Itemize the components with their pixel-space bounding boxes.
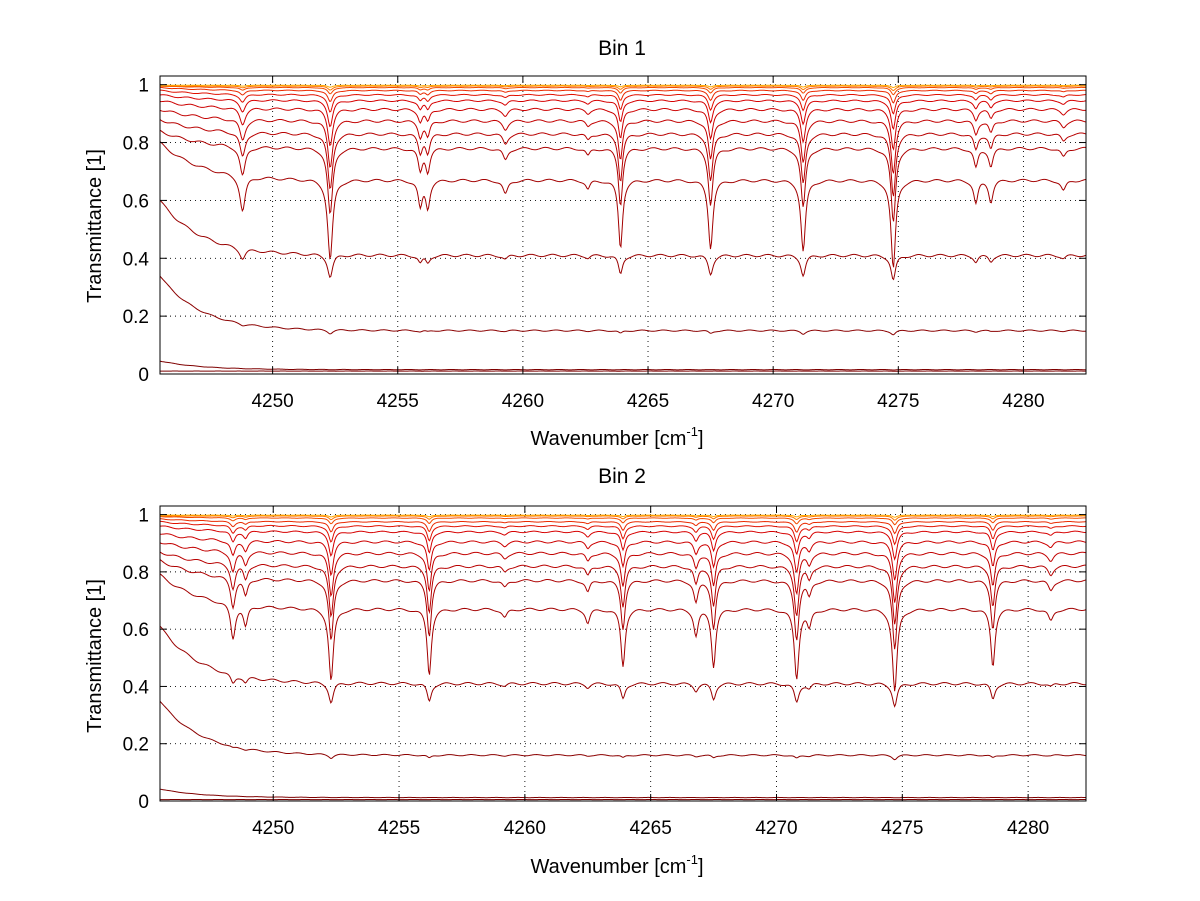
series-line-14	[159, 85, 1087, 92]
series-line-10	[159, 525, 1087, 561]
series-line-10	[159, 94, 1087, 130]
y-tick-label: 0	[138, 365, 149, 386]
y-tick-label: 1	[138, 76, 149, 97]
y-tick-label: 0.6	[123, 620, 149, 641]
y-tick-label: 1	[138, 506, 149, 527]
series-line-7	[159, 551, 1087, 625]
series-line-9	[159, 100, 1087, 151]
x-axis-label: Wavenumber [cm-1]	[530, 424, 703, 450]
y-tick-label: 0.4	[123, 249, 150, 270]
series-line-9	[159, 533, 1087, 581]
series-line-6	[159, 129, 1087, 222]
series-line-2	[159, 360, 1087, 371]
ticks: 4250 4255 4260 4265 4270 4275 4280 0 0.2 0.4 0.6 0.…	[123, 506, 1086, 839]
axes-box	[159, 505, 1087, 802]
x-tick-label: 4260	[502, 391, 544, 412]
x-axis-label-end: ]	[698, 428, 704, 450]
x-tick-label: 4255	[378, 818, 420, 839]
panel-bin-1: Bin 1 Transmittance [1] Wavenumber [cm-1…	[84, 37, 1087, 450]
series-line-14	[159, 515, 1087, 521]
x-tick-label: 4275	[877, 391, 919, 412]
panel-title: Bin 2	[598, 465, 646, 488]
y-tick-label: 0	[138, 792, 149, 813]
x-axis-label-superscript: -1	[686, 852, 698, 867]
y-tick-label: 0.2	[123, 307, 149, 328]
series-line-12	[159, 518, 1087, 535]
series-line-15	[160, 84, 1086, 88]
x-axis-label-end: ]	[698, 856, 704, 878]
x-tick-label: 4250	[252, 818, 294, 839]
y-tick-label: 0.4	[123, 677, 150, 698]
y-tick-label: 0.2	[123, 735, 149, 756]
x-tick-label: 4275	[881, 818, 923, 839]
x-tick-label: 4270	[755, 818, 797, 839]
series-line-4	[159, 625, 1087, 708]
series-line-13	[159, 516, 1087, 526]
panel-bin-2: Bin 2 Transmittance [1] Wavenumber [cm-1…	[84, 465, 1087, 878]
x-tick-label: 4270	[752, 391, 794, 412]
y-tick-label: 0.8	[123, 134, 149, 155]
series-group	[159, 514, 1087, 801]
x-tick-label: 4260	[504, 818, 546, 839]
series-line-15	[159, 514, 1087, 518]
series-line-6	[159, 559, 1087, 650]
x-tick-label: 4265	[627, 391, 669, 412]
series-line-11	[159, 89, 1087, 115]
series-line-8	[159, 542, 1087, 603]
x-tick-label: 4265	[630, 818, 672, 839]
x-tick-label: 4280	[1007, 818, 1049, 839]
series-line-7	[159, 119, 1087, 197]
series-group	[159, 84, 1087, 372]
series-line-2	[159, 788, 1087, 799]
y-axis-label: Transmittance [1]	[84, 149, 106, 303]
series-line-5	[159, 573, 1087, 692]
x-axis-label-main: Wavenumber [cm	[530, 856, 686, 878]
series-line-13	[159, 85, 1087, 96]
plot-frame	[159, 75, 1087, 375]
ticks: 4250 4255 4260 4265 4270 4275 4280 0 0.2 0.4 0.6 0.…	[123, 76, 1086, 412]
axes-box	[159, 75, 1087, 375]
series-line-12	[159, 86, 1087, 104]
series-line-5	[159, 141, 1087, 268]
plot-frame	[159, 505, 1087, 802]
panel-title: Bin 1	[598, 37, 646, 60]
series-line-8	[159, 109, 1087, 174]
x-axis-label: Wavenumber [cm-1]	[530, 852, 703, 878]
x-tick-label: 4280	[1002, 391, 1044, 412]
x-axis-label-main: Wavenumber [cm	[530, 428, 686, 450]
x-tick-label: 4250	[251, 391, 293, 412]
series-line-11	[159, 520, 1087, 546]
y-tick-label: 0.8	[123, 563, 149, 584]
y-tick-label: 0.6	[123, 191, 149, 212]
x-axis-label-superscript: -1	[686, 424, 698, 439]
y-axis-label: Transmittance [1]	[84, 579, 106, 733]
x-tick-label: 4255	[377, 391, 419, 412]
series-line-3	[159, 700, 1087, 761]
series-line-4	[159, 199, 1087, 281]
series-line-3	[159, 275, 1087, 336]
